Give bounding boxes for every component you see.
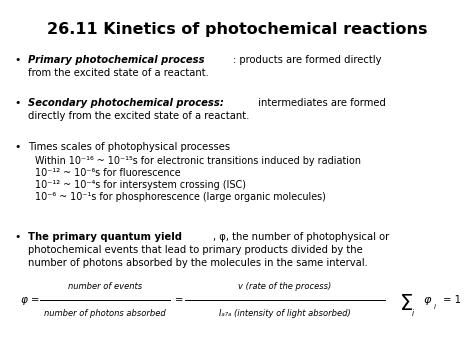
- Text: Secondary photochemical process:: Secondary photochemical process:: [28, 98, 224, 108]
- Text: •: •: [14, 55, 20, 65]
- Text: Σ: Σ: [400, 294, 413, 313]
- Text: photochemical events that lead to primary products divided by the: photochemical events that lead to primar…: [28, 245, 363, 255]
- Text: number of photons absorbed: number of photons absorbed: [44, 309, 166, 318]
- Text: from the excited state of a reactant.: from the excited state of a reactant.: [28, 68, 209, 78]
- Text: directly from the excited state of a reactant.: directly from the excited state of a rea…: [28, 111, 249, 121]
- Text: 10⁻¹² ~ 10⁻⁶s for fluorescence: 10⁻¹² ~ 10⁻⁶s for fluorescence: [35, 168, 181, 178]
- Text: =: =: [175, 295, 183, 305]
- Text: number of events: number of events: [68, 282, 142, 291]
- Text: The primary quantum yield: The primary quantum yield: [28, 232, 182, 242]
- Text: intermediates are formed: intermediates are formed: [255, 98, 386, 108]
- Text: 26.11 Kinetics of photochemical reactions: 26.11 Kinetics of photochemical reaction…: [47, 22, 427, 37]
- Text: v (rate of the process): v (rate of the process): [238, 282, 332, 291]
- Text: •: •: [14, 98, 20, 108]
- Text: 10⁻¹² ~ 10⁻⁴s for intersystem crossing (ISC): 10⁻¹² ~ 10⁻⁴s for intersystem crossing (…: [35, 180, 246, 190]
- Text: φ: φ: [423, 295, 430, 305]
- Text: •: •: [14, 142, 20, 152]
- Text: φ: φ: [20, 295, 27, 305]
- Text: i: i: [412, 310, 414, 318]
- Text: Within 10⁻¹⁶ ~ 10⁻¹⁵s for electronic transitions induced by radiation: Within 10⁻¹⁶ ~ 10⁻¹⁵s for electronic tra…: [35, 156, 361, 166]
- Text: = 1: = 1: [440, 295, 461, 305]
- Text: 10⁻⁶ ~ 10⁻¹s for phosphorescence (large organic molecules): 10⁻⁶ ~ 10⁻¹s for phosphorescence (large …: [35, 192, 326, 202]
- Text: •: •: [14, 232, 20, 242]
- Text: : products are formed directly: : products are formed directly: [233, 55, 382, 65]
- Text: =: =: [31, 295, 39, 305]
- Text: Times scales of photophysical processes: Times scales of photophysical processes: [28, 142, 230, 152]
- Text: i: i: [434, 304, 436, 310]
- Text: , φ, the number of photophysical or: , φ, the number of photophysical or: [213, 232, 389, 242]
- Text: number of photons absorbed by the molecules in the same interval.: number of photons absorbed by the molecu…: [28, 258, 368, 268]
- Text: Primary photochemical process: Primary photochemical process: [28, 55, 205, 65]
- Text: Iₐ₇ₐ (intensity of light absorbed): Iₐ₇ₐ (intensity of light absorbed): [219, 309, 351, 318]
